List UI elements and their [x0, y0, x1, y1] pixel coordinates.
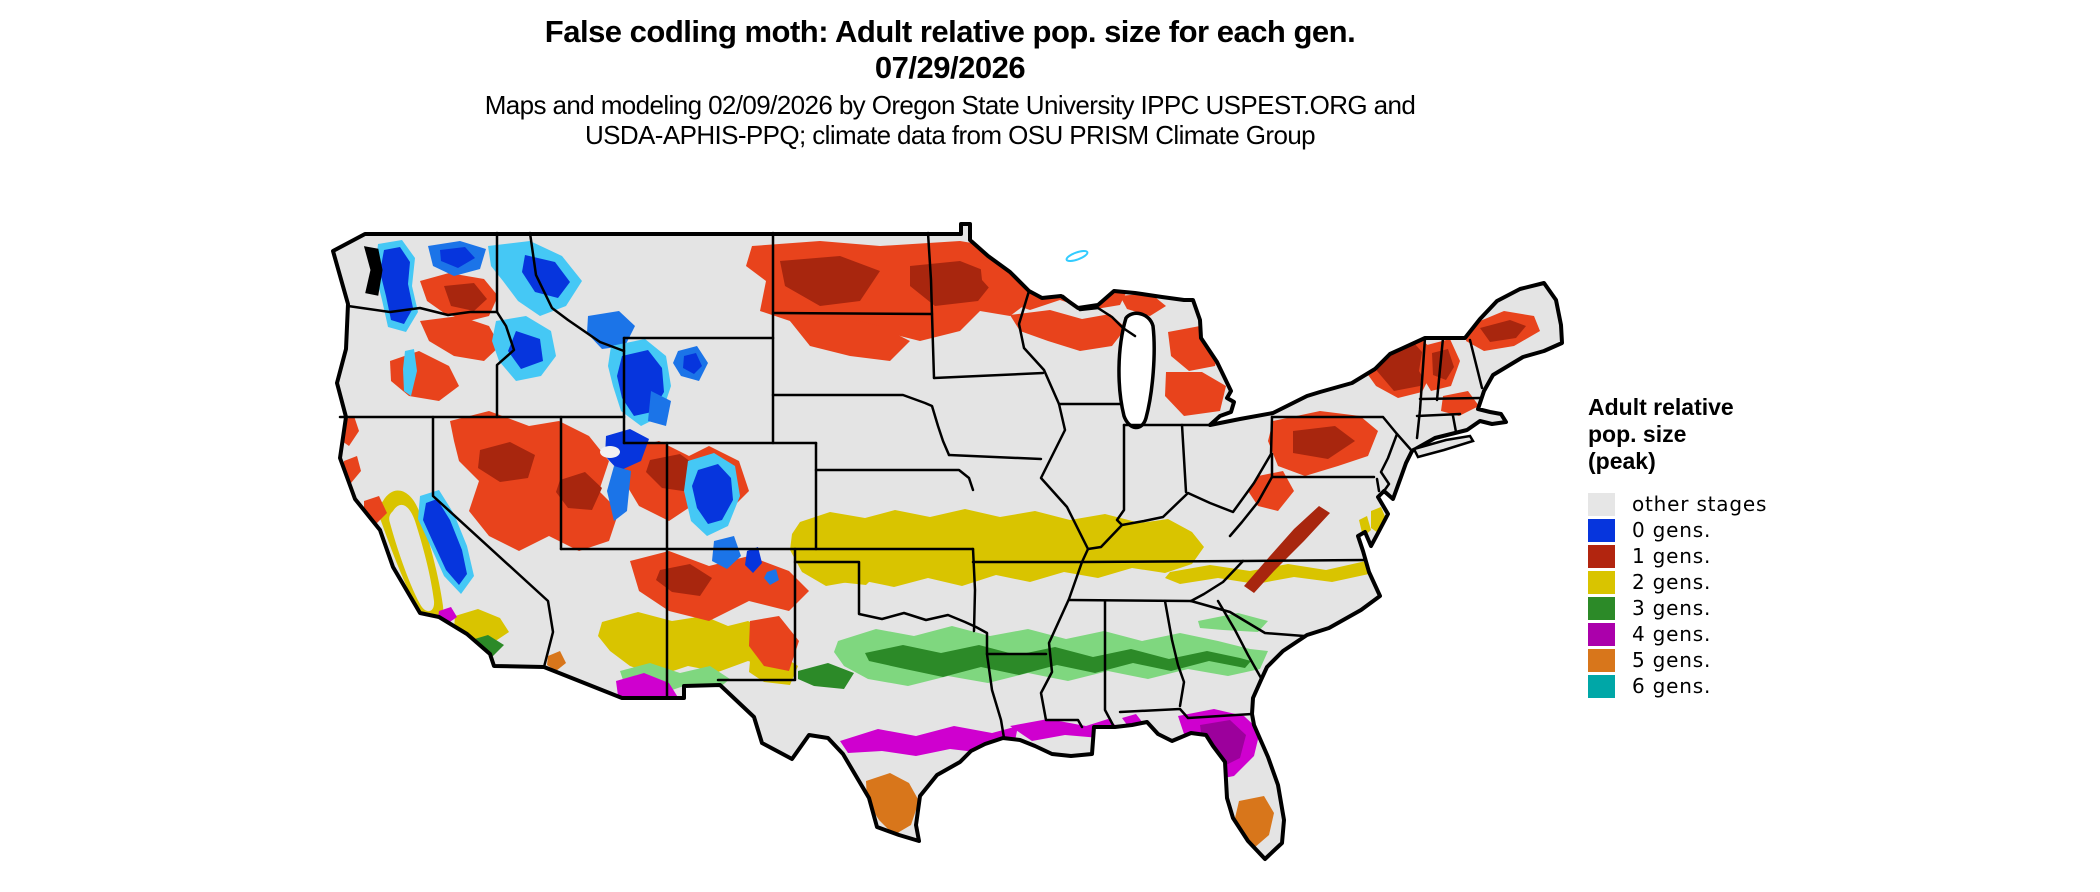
legend-swatch-g3 [1588, 596, 1615, 620]
legend: Adult relative pop. size (peak) other st… [1588, 394, 1868, 699]
legend-row-g3: 3 gens. [1588, 595, 1868, 621]
legend-swatch-g0 [1588, 518, 1615, 542]
legend-swatch-g6 [1588, 674, 1615, 698]
legend-title-line1: Adult relative [1588, 394, 1734, 420]
legend-label-g3: 3 gens. [1632, 596, 1712, 620]
map-date: 07/29/2026 [874, 50, 1026, 85]
region-0gens-blue [375, 240, 779, 594]
us-map-svg [331, 222, 1564, 877]
legend-row-other: other stages [1588, 491, 1868, 517]
subtitle-line1: Maps and modeling 02/09/2026 by Oregon S… [484, 90, 1416, 120]
legend-swatch-g4 [1588, 622, 1615, 646]
legend-row-g6: 6 gens. [1588, 673, 1868, 699]
legend-row-g4: 4 gens. [1588, 621, 1868, 647]
legend-label-g0: 0 gens. [1632, 518, 1712, 542]
legend-label-g4: 4 gens. [1632, 622, 1712, 646]
figure-subtitle: Maps and modeling 02/09/2026 by Oregon S… [0, 90, 1900, 150]
legend-label-g1: 1 gens. [1632, 544, 1712, 568]
puget-sound [363, 246, 383, 296]
legend-swatch-g1 [1588, 544, 1615, 568]
page-title: False codling moth: Adult relative pop. … [544, 14, 1356, 49]
isle-royale [1065, 250, 1089, 262]
legend-label-g2: 2 gens. [1632, 570, 1712, 594]
legend-swatch-g5 [1588, 648, 1615, 672]
figure-header: False codling moth: Adult relative pop. … [0, 14, 1900, 86]
legend-row-g1: 1 gens. [1588, 543, 1868, 569]
region-central-valley-interior [389, 504, 435, 612]
legend-entries: other stages 0 gens. 1 gens. 2 gens. 3 gens.… [1588, 491, 1868, 699]
legend-title-line2: pop. size [1588, 421, 1687, 447]
legend-label-g6: 6 gens. [1632, 674, 1712, 698]
legend-row-g2: 2 gens. [1588, 569, 1868, 595]
legend-swatch-other [1588, 492, 1615, 516]
legend-title-line3: (peak) [1588, 448, 1656, 474]
legend-row-g0: 0 gens. [1588, 517, 1868, 543]
legend-label-other: other stages [1632, 492, 1768, 516]
legend-title: Adult relative pop. size (peak) [1588, 394, 1868, 475]
great-salt-lake [600, 446, 620, 458]
region-6gens-teal [1231, 865, 1271, 877]
state-borders [338, 231, 1484, 740]
subtitle-line2: USDA-APHIS-PPQ; climate data from OSU PR… [584, 120, 1316, 150]
legend-label-g5: 5 gens. [1632, 648, 1712, 672]
us-map [320, 220, 1590, 890]
long-island [1412, 434, 1475, 459]
legend-swatch-g2 [1588, 570, 1615, 594]
lake-michigan [1117, 311, 1156, 430]
legend-row-g5: 5 gens. [1588, 647, 1868, 673]
